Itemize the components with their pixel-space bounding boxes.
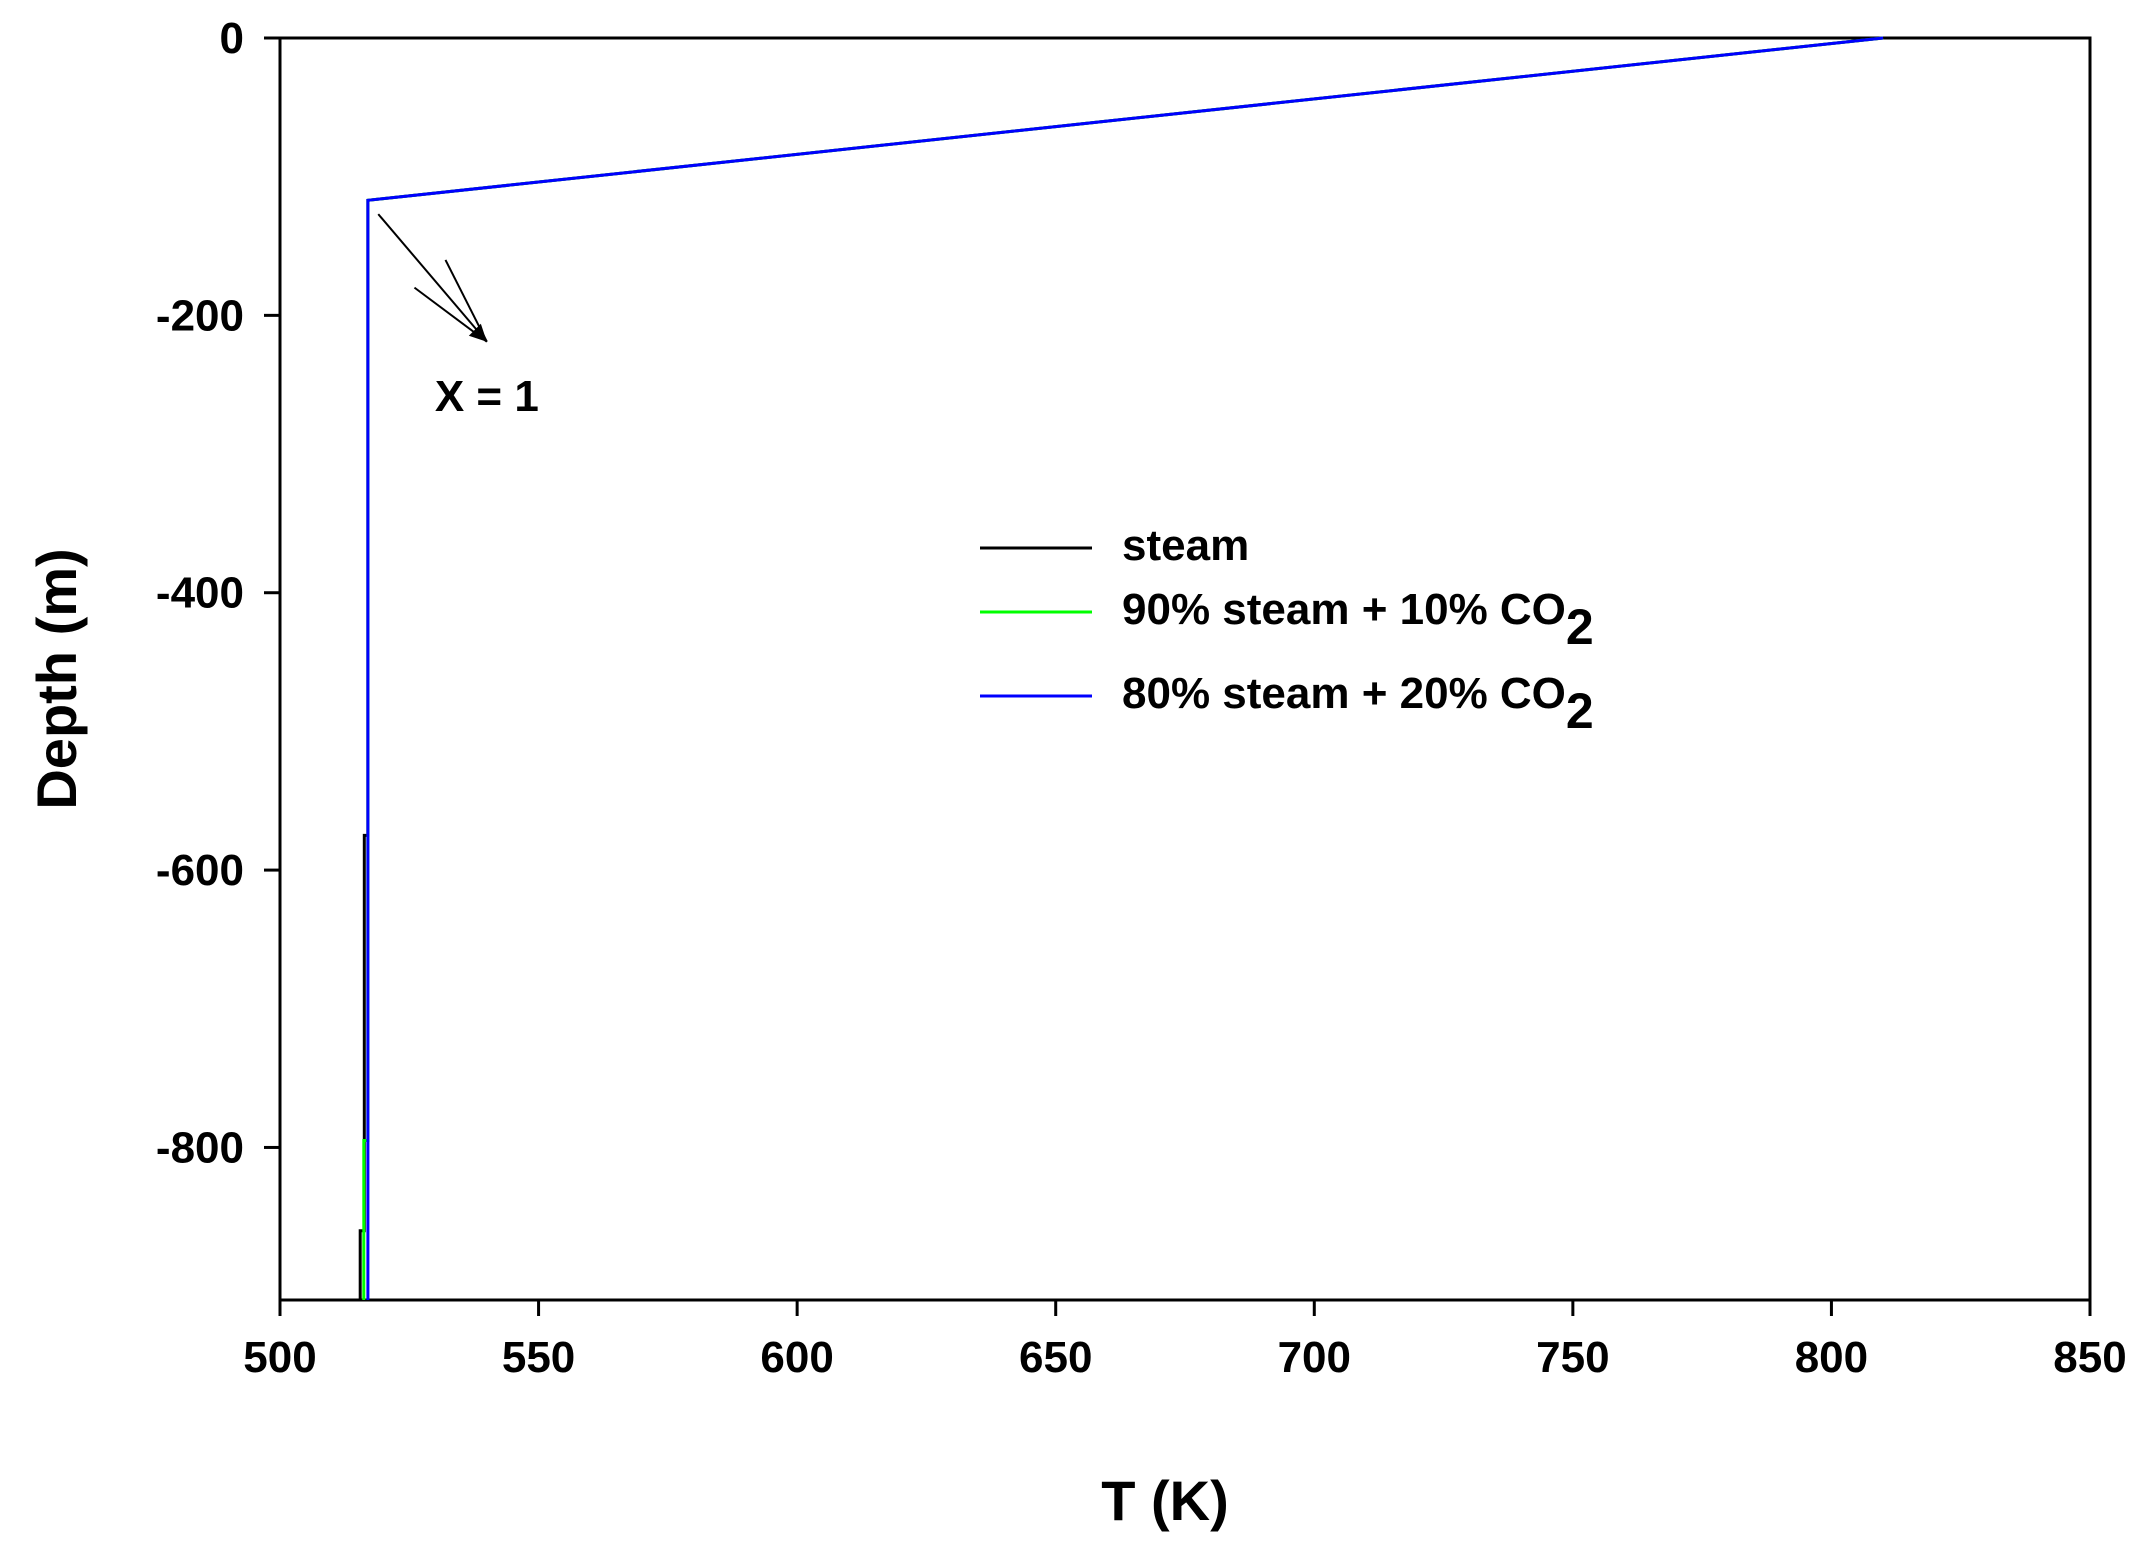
- x-tick-label: 800: [1795, 1333, 1868, 1382]
- legend-label-2: 80% steam + 20% CO2: [1122, 669, 1594, 739]
- series-line-2: [366, 36, 1884, 1300]
- x-tick-label: 600: [760, 1333, 833, 1382]
- legend-label-subscript: 2: [1566, 683, 1594, 739]
- x-tick-label: 650: [1019, 1333, 1092, 1382]
- annotation-layer: X = 1: [377, 213, 539, 421]
- x-tick-label: 750: [1536, 1333, 1609, 1382]
- legend-label-text: 90% steam + 10% CO: [1122, 585, 1566, 634]
- x-tick-label: 550: [502, 1333, 575, 1382]
- x-tick-label: 500: [243, 1333, 316, 1382]
- y-tick-label: -800: [156, 1123, 244, 1172]
- legend-label-1: 90% steam + 10% CO2: [1122, 585, 1594, 655]
- x-tick-label: 850: [2053, 1333, 2126, 1382]
- y-tick-label: -200: [156, 291, 244, 340]
- y-tick-label: -400: [156, 569, 244, 618]
- series-layer: [358, 36, 1884, 1300]
- x-axis-title: T (K): [1101, 1469, 1229, 1532]
- x-axis-ticks: 500 550 600 650 700 750 800 850: [243, 1300, 2127, 1382]
- legend-label-text: 80% steam + 20% CO: [1122, 669, 1566, 718]
- x-tick-label: 700: [1278, 1333, 1351, 1382]
- legend-label-0: steam: [1122, 521, 1249, 570]
- annotation-label: X = 1: [435, 372, 539, 421]
- y-tick-label: 0: [220, 14, 244, 63]
- plot-frame: [278, 36, 2092, 1302]
- y-tick-label: -600: [156, 846, 244, 895]
- legend-label-subscript: 2: [1566, 599, 1594, 655]
- arrow-head: [468, 323, 487, 342]
- y-axis-title: Depth (m): [25, 548, 88, 809]
- annotation-arrow: [377, 213, 488, 343]
- y-axis-ticks: 0 -200 -400 -600 -800: [156, 14, 280, 1172]
- legend-label-text: steam: [1122, 521, 1249, 570]
